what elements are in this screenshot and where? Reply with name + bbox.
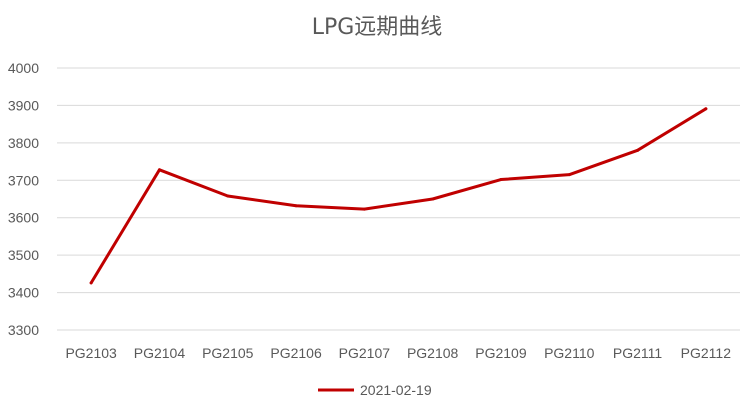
x-tick-label: PG2104 (134, 345, 186, 361)
y-tick-label: 3400 (8, 285, 39, 301)
y-axis-ticks: 3300 3400 3500 3600 3700 3800 3900 4000 (8, 60, 39, 338)
gridlines (57, 67, 740, 331)
chart-title: LPG远期曲线 (312, 15, 443, 40)
y-tick-label: 3500 (8, 247, 39, 263)
data-point (89, 281, 93, 285)
data-point (431, 197, 435, 201)
data-point (704, 107, 708, 111)
legend: 2021-02-19 (318, 382, 432, 398)
x-tick-label: PG2106 (270, 345, 322, 361)
y-tick-label: 3300 (8, 322, 39, 338)
data-point (636, 148, 640, 152)
series-layer (89, 107, 708, 285)
x-tick-label: PG2111 (613, 345, 663, 361)
x-tick-label: PG2110 (544, 345, 595, 361)
y-tick-label: 3900 (8, 97, 39, 113)
x-tick-label: PG2108 (407, 345, 459, 361)
data-point (226, 194, 230, 198)
x-tick-label: PG2107 (339, 345, 391, 361)
x-tick-label: PG2103 (65, 345, 117, 361)
y-tick-label: 4000 (8, 60, 39, 76)
data-point (499, 178, 503, 182)
x-tick-label: PG2109 (475, 345, 527, 361)
x-axis-ticks: PG2103 PG2104 PG2105 PG2106 PG2107 PG2108 PG21… (65, 345, 731, 361)
y-tick-label: 3700 (8, 172, 39, 188)
data-point (567, 173, 571, 177)
legend-label: 2021-02-19 (360, 382, 432, 398)
y-tick-label: 3600 (8, 210, 39, 226)
data-point (157, 168, 161, 172)
x-tick-label: PG2105 (202, 345, 254, 361)
data-point (294, 204, 298, 208)
y-tick-label: 3800 (8, 135, 39, 151)
x-tick-label: PG2112 (681, 345, 732, 361)
series-line (89, 107, 708, 285)
data-point (362, 207, 366, 211)
